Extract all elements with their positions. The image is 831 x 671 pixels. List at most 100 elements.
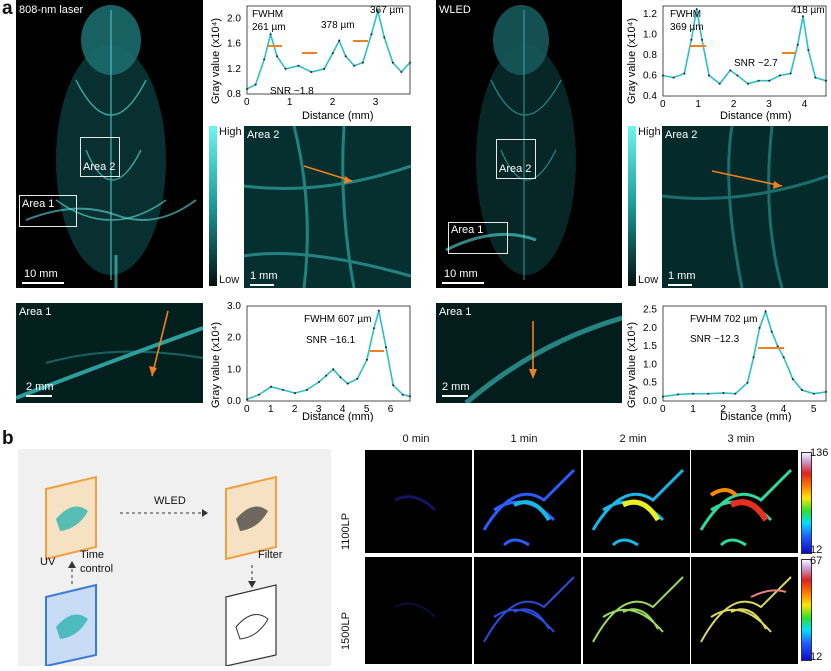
- area1-vessels: [464, 315, 622, 403]
- y-tick-label: 0.8: [643, 50, 657, 61]
- peak-label-3: 367 µm: [370, 5, 404, 16]
- data-point: [707, 392, 710, 395]
- data-point: [332, 368, 335, 371]
- data-point: [376, 10, 379, 12]
- crane-1500lp-0min: [365, 557, 472, 664]
- data-point: [807, 49, 810, 51]
- crane-1100lp-0min: [365, 450, 472, 553]
- colorbar-laser: [209, 126, 217, 286]
- mouse-image-laser: 808-nm laser Area 2 Area 1 10 mm: [16, 0, 203, 288]
- scale-bar: [442, 282, 484, 284]
- y-tick-label: 1.0: [227, 364, 241, 375]
- data-point: [729, 69, 732, 72]
- x-tick-label: 5: [811, 404, 817, 415]
- data-point: [791, 378, 794, 381]
- scheme-time: Time: [80, 549, 105, 561]
- plot-laser-bottom: 0 1 2 3 4 5 6 0.0 1.0 2.0 3.0 FWHM 607 µm SNR ~16.…: [210, 301, 411, 422]
- x-tick-label: 1: [287, 97, 293, 108]
- area2-zoom-laser: Area 2 1 mm: [244, 126, 411, 288]
- scale-label: 1 mm: [668, 270, 696, 282]
- data-point: [672, 76, 675, 79]
- x-tick-label: 3: [751, 404, 757, 415]
- profile-arrow: [151, 310, 169, 377]
- source-label-wled: WLED: [439, 4, 471, 16]
- data-point: [776, 345, 779, 348]
- crane-1100lp-3min: [691, 450, 798, 553]
- peak-label-1: 261 µm: [252, 22, 286, 33]
- y-tick-label: 1.2: [643, 9, 657, 20]
- data-point: [802, 15, 804, 18]
- y-tick-label: 3.0: [227, 301, 241, 312]
- panel-a-letter: a: [2, 0, 13, 19]
- data-point: [377, 309, 380, 312]
- colorbar-1500lp: [801, 559, 812, 661]
- data-point: [662, 395, 664, 398]
- data-point: [789, 72, 792, 75]
- x-tick-label: 2: [720, 404, 726, 415]
- peak-label-2: 378 µm: [321, 20, 355, 31]
- scheme-drawing: [45, 475, 277, 668]
- data-point: [246, 88, 248, 90]
- data-point: [392, 384, 395, 387]
- data-point: [282, 388, 284, 391]
- data-point: [701, 38, 703, 41]
- data-point: [331, 52, 334, 55]
- time-label-3: 3 min: [727, 433, 755, 445]
- panel-b-letter: b: [2, 428, 14, 449]
- profile-arrow: [711, 170, 783, 187]
- plot3-ticks: 0 1 2 3 4 0.4 0.6 0.8 1.0 1.2: [643, 9, 808, 110]
- scheme-uv: UV: [40, 556, 56, 568]
- mouse-image-wled: WLED Area 2 Area 1 10 mm: [436, 0, 622, 288]
- data-point: [391, 61, 394, 64]
- data-point: [734, 392, 737, 395]
- snr-label: SNR ~12.3: [690, 334, 740, 345]
- scale-bar: [26, 395, 52, 397]
- fwhm-label: FWHM: [670, 9, 701, 20]
- source-label-laser: 808-nm laser: [19, 4, 84, 16]
- data-point: [365, 358, 368, 361]
- scale-label: 10 mm: [444, 268, 478, 280]
- data-point: [258, 393, 260, 396]
- ylabel: Gray value (x10⁴): [626, 322, 638, 408]
- scale-label: 2 mm: [442, 381, 470, 393]
- data-point: [263, 58, 266, 61]
- y-tick-label: 1.2: [227, 64, 241, 75]
- series-line: [246, 7, 411, 90]
- data-point: [747, 82, 749, 85]
- data-point: [778, 74, 781, 77]
- peak-label-1: 369 µm: [670, 22, 704, 33]
- scale-bar: [442, 395, 468, 397]
- area2-label: Area 2: [83, 161, 116, 173]
- crane-1100lp-2min: [583, 450, 690, 553]
- colorbar-low: Low: [219, 274, 240, 286]
- data-point: [338, 39, 341, 42]
- plot-frame: [246, 305, 411, 402]
- plot4-ticks: 0 1 2 3 4 5 0.0 0.5 1.0 1.5 2.0 2.5: [643, 305, 817, 415]
- x-tick-label: 2: [330, 97, 336, 108]
- ylabel: Gray value (x10⁴): [626, 18, 638, 104]
- fwhm-label: FWHM 702 µm: [690, 314, 757, 325]
- data-point: [746, 381, 749, 384]
- area1-box: [19, 195, 77, 227]
- y-tick-label: 0.4: [643, 91, 657, 102]
- plot-frame: [662, 5, 827, 97]
- y-tick-label: 2.0: [227, 14, 241, 25]
- y-tick-label: 0.5: [643, 378, 657, 389]
- row-label-1500lp: 1500LP: [340, 612, 352, 650]
- data-point: [310, 71, 313, 73]
- y-tick-label: 0.8: [227, 89, 241, 100]
- data-point: [383, 36, 386, 39]
- data-point: [344, 55, 347, 58]
- data-point: [690, 38, 693, 41]
- y-tick-label: 0.0: [643, 396, 657, 407]
- area1-zoom-laser: Area 1 2 mm: [16, 303, 203, 403]
- ylabel: Gray value (x10⁴): [210, 322, 222, 408]
- data-point: [722, 392, 725, 394]
- area1-zoom-wled: Area 1 2 mm: [436, 303, 622, 403]
- plot2-ticks: 0 1 2 3 4 5 6 0.0 1.0 2.0 3.0: [227, 301, 394, 415]
- colorbar-1500lp-min: 12: [810, 651, 823, 663]
- x-tick-label: 1: [268, 404, 274, 415]
- scale-bar: [22, 282, 64, 284]
- crane-1500lp-2min: [583, 557, 690, 664]
- x-tick-label: 3: [373, 97, 379, 108]
